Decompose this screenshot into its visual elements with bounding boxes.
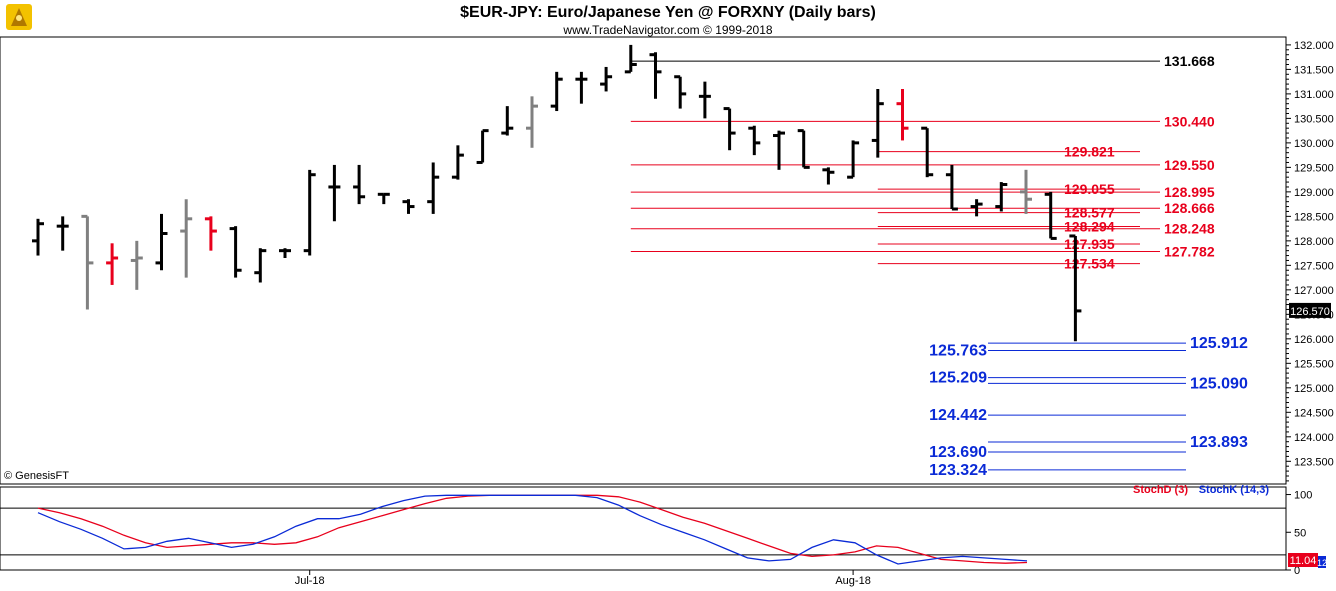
price-tick-label: 125.500 bbox=[1294, 358, 1334, 370]
price-tick-label: 124.000 bbox=[1294, 432, 1334, 444]
price-tick-label: 128.500 bbox=[1294, 211, 1334, 223]
level-label: 129.055 bbox=[1064, 181, 1115, 197]
level-label: 128.248 bbox=[1164, 221, 1215, 237]
price-tick-label: 127.500 bbox=[1294, 260, 1334, 272]
level-label: 128.666 bbox=[1164, 200, 1215, 216]
stochd-legend: StochD (3) bbox=[1133, 484, 1188, 496]
logo-icon bbox=[6, 4, 32, 30]
level-label: 123.893 bbox=[1190, 434, 1248, 451]
chart-subtitle: www.TradeNavigator.com © 1999-2018 bbox=[562, 23, 772, 37]
level-lines: 131.668 130.440 129.821 129.550 129.055 128.9… bbox=[630, 53, 1248, 479]
stochk-legend: StochK (14,3) bbox=[1199, 484, 1270, 496]
level-label: 131.668 bbox=[1164, 53, 1215, 69]
price-tick-label: 132.000 bbox=[1294, 40, 1334, 52]
stochastic-lines bbox=[37, 494, 1028, 565]
price-tick-label: 127.000 bbox=[1294, 285, 1334, 297]
price-tick-label: 128.000 bbox=[1294, 236, 1334, 248]
stochd-last-value: 11.04 bbox=[1290, 555, 1317, 567]
stochk-line bbox=[37, 494, 1028, 565]
level-label: 128.577 bbox=[1064, 205, 1115, 221]
stochd-line bbox=[37, 494, 1028, 564]
level-label: 127.782 bbox=[1164, 244, 1215, 260]
watermark: © GenesisFT bbox=[4, 470, 69, 482]
level-label: 123.324 bbox=[929, 462, 987, 479]
price-tick-label: 131.500 bbox=[1294, 64, 1334, 76]
level-label: 130.440 bbox=[1164, 113, 1215, 129]
date-label: Aug-18 bbox=[835, 575, 870, 587]
stoch-tick-label: 100 bbox=[1294, 490, 1312, 502]
level-label: 123.690 bbox=[929, 444, 987, 461]
level-label: 128.294 bbox=[1064, 218, 1115, 234]
date-axis: Jul-18 Aug-18 bbox=[295, 570, 871, 587]
stochk-last-value: 12 bbox=[1317, 558, 1327, 568]
price-tick-label: 130.000 bbox=[1294, 138, 1334, 150]
level-label: 125.763 bbox=[929, 342, 987, 359]
level-label: 125.912 bbox=[1190, 335, 1248, 352]
date-label: Jul-18 bbox=[295, 575, 325, 587]
price-tick-label: 124.500 bbox=[1294, 407, 1334, 419]
chart-title: $EUR-JPY: Euro/Japanese Yen @ FORXNY (Da… bbox=[460, 4, 876, 21]
stochastic-axis: 100 50 0 bbox=[1286, 490, 1312, 577]
level-label: 128.995 bbox=[1164, 184, 1215, 200]
last-price-label: 126.570 bbox=[1290, 306, 1330, 318]
stochastic-reference-lines bbox=[0, 507, 1286, 556]
price-tick-label: 126.000 bbox=[1294, 334, 1334, 346]
price-tick-label: 129.500 bbox=[1294, 162, 1334, 174]
last-price-badge: 126.570 bbox=[1289, 302, 1331, 318]
level-label: 125.209 bbox=[929, 370, 987, 387]
level-label: 127.534 bbox=[1064, 256, 1115, 272]
stochastic-last-badge: 11.04 12 bbox=[1288, 553, 1327, 568]
price-tick-label: 125.000 bbox=[1294, 383, 1334, 395]
price-bars bbox=[32, 44, 1082, 342]
price-tick-label: 130.500 bbox=[1294, 113, 1334, 125]
level-label: 125.090 bbox=[1190, 375, 1248, 392]
level-label: 124.442 bbox=[929, 407, 987, 424]
price-tick-label: 123.500 bbox=[1294, 456, 1334, 468]
level-label: 127.935 bbox=[1064, 236, 1115, 252]
stoch-tick-label: 0 bbox=[1294, 565, 1300, 577]
price-axis: 132.000 131.500 131.000 130.500 130.000 129.5… bbox=[1286, 40, 1334, 482]
price-tick-label: 131.000 bbox=[1294, 89, 1334, 101]
price-tick-label: 129.000 bbox=[1294, 187, 1334, 199]
stoch-tick-label: 50 bbox=[1294, 527, 1306, 539]
level-label: 129.550 bbox=[1164, 157, 1215, 173]
level-label: 129.821 bbox=[1064, 144, 1115, 160]
stochastic-pane bbox=[0, 486, 1287, 571]
